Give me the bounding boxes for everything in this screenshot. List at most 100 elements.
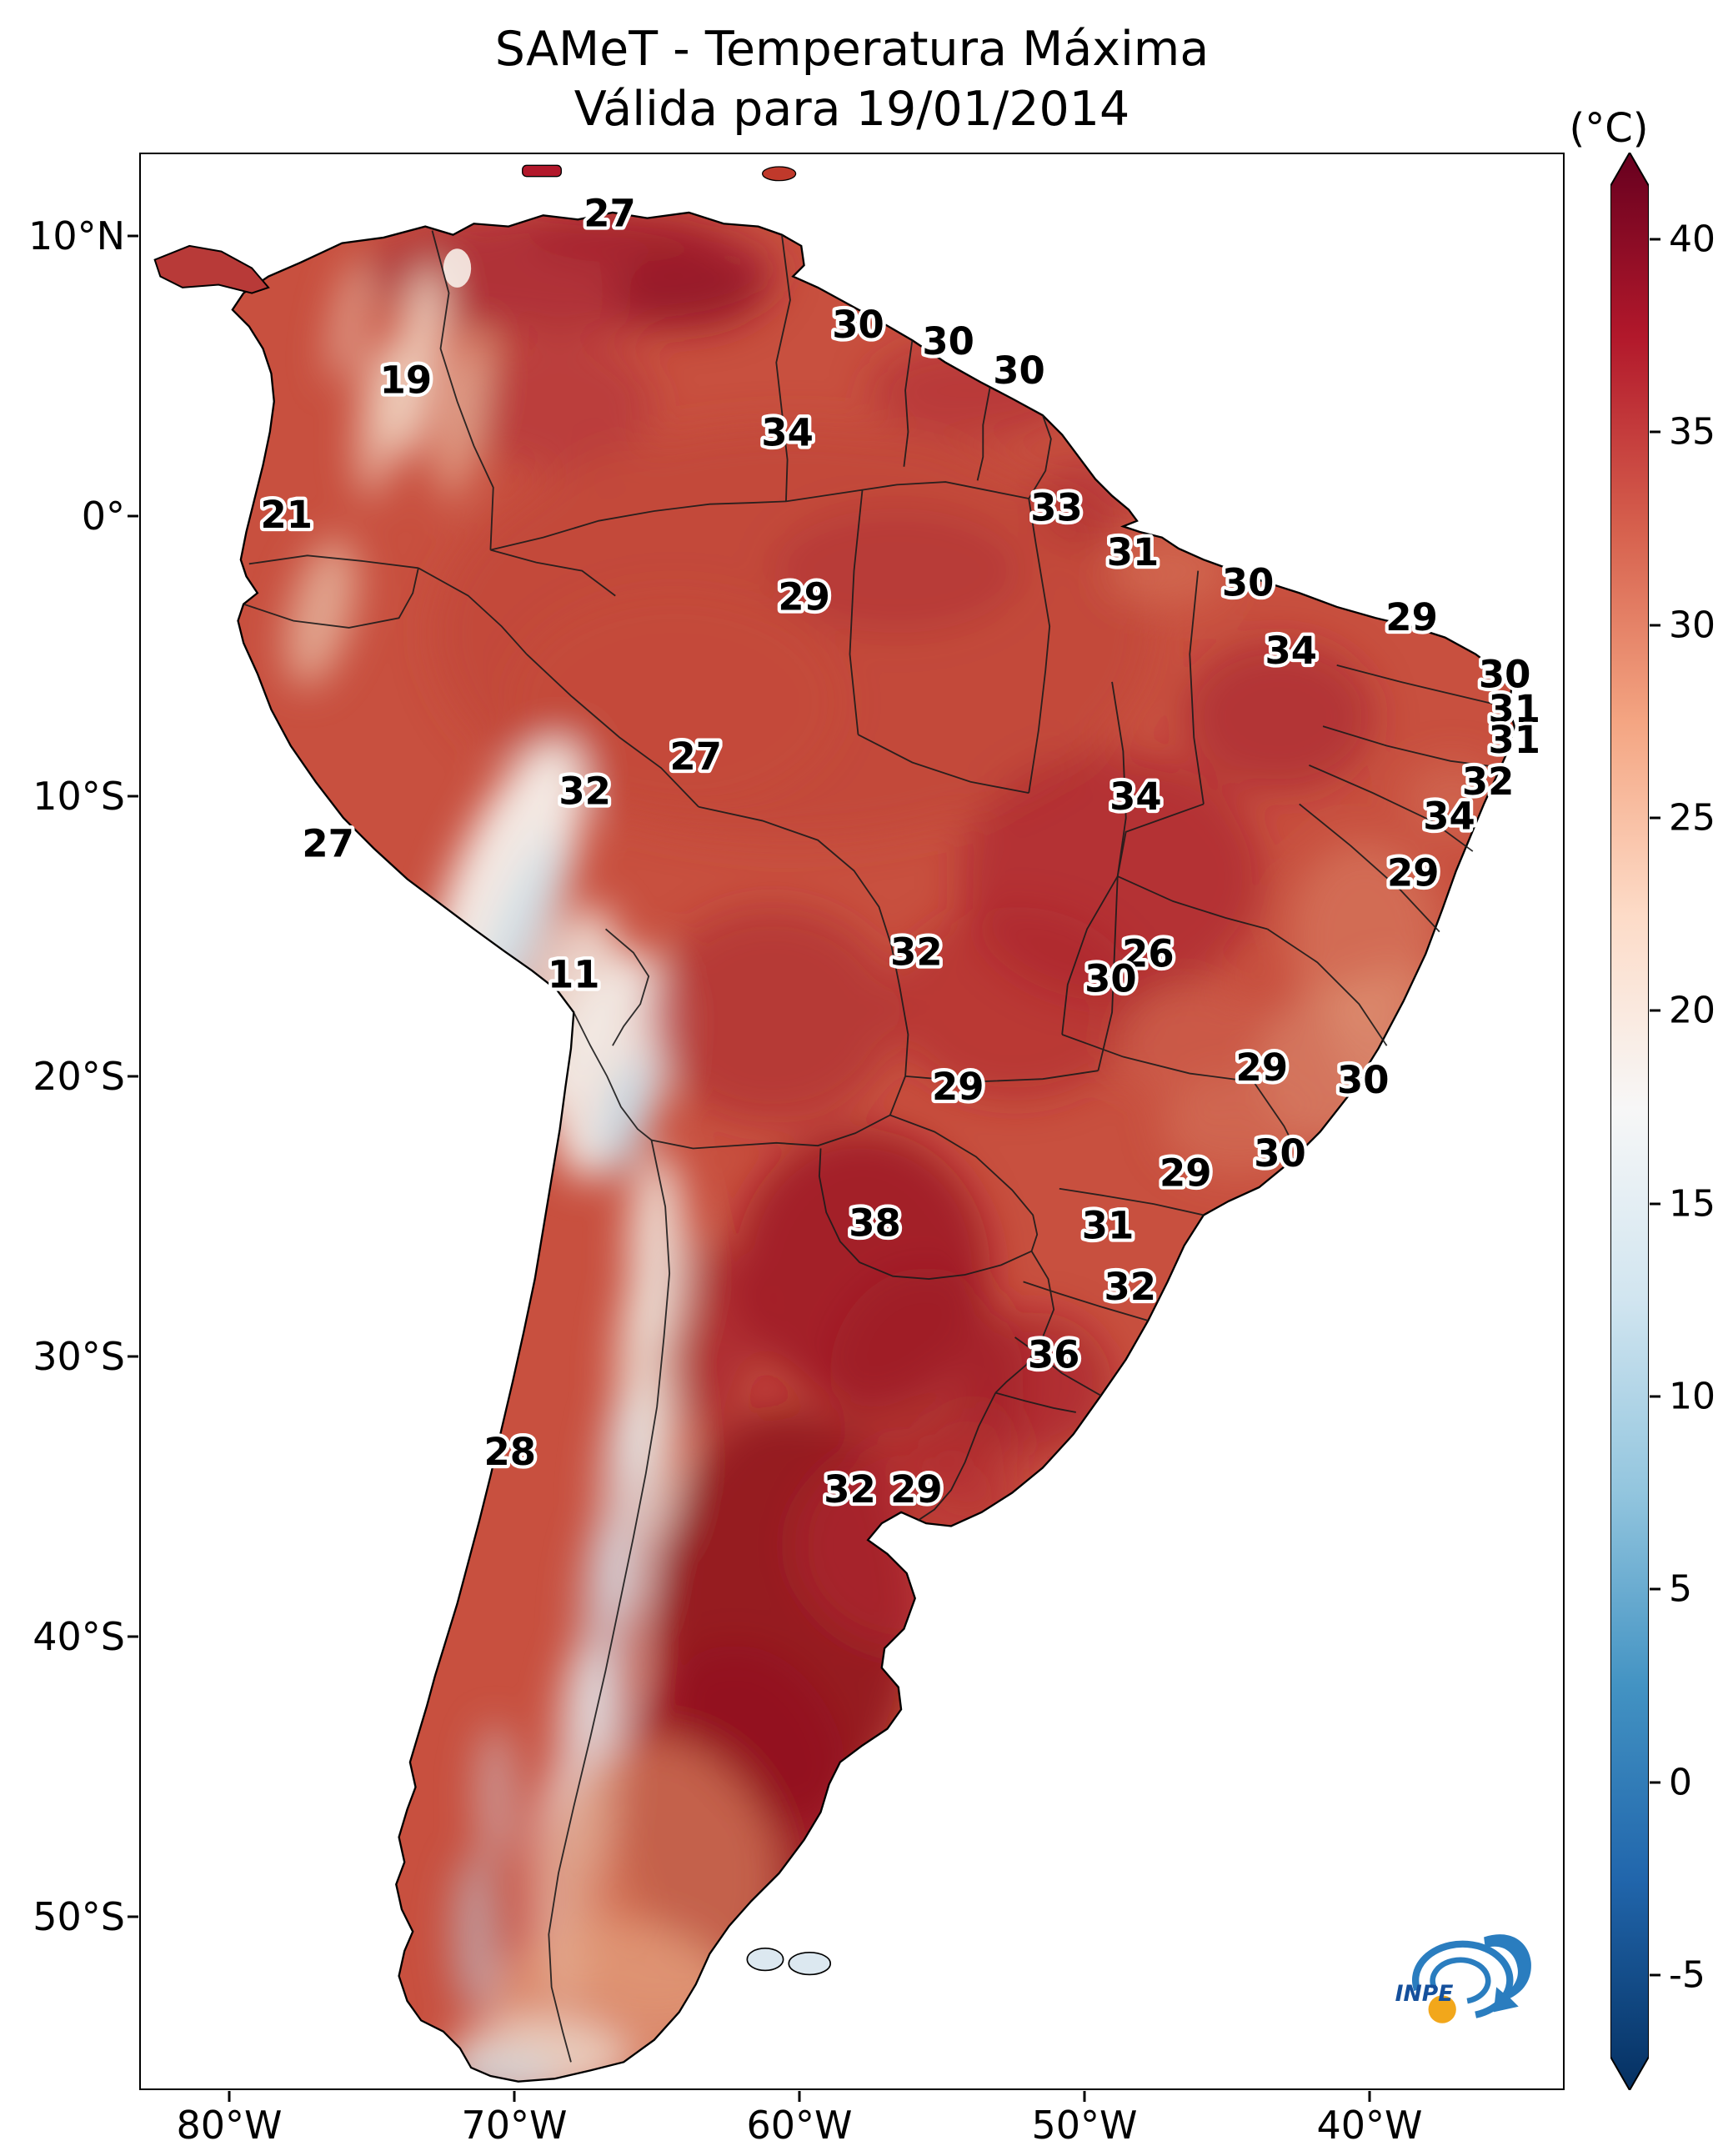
colorbar-tickmark xyxy=(1650,624,1660,627)
x-axis-tick-label: 60°W xyxy=(746,2103,853,2148)
y-axis-tickmark xyxy=(128,514,138,518)
station-temp-label: 11 xyxy=(548,952,600,996)
colorbar-tick-label: -5 xyxy=(1669,1953,1705,1997)
station-temp-label: 32 xyxy=(558,769,611,813)
colorbar xyxy=(1610,153,1649,2090)
colorbar-tick-label: 25 xyxy=(1669,796,1715,840)
station-temp-label: 36 xyxy=(1028,1333,1080,1377)
colorbar-tickmark xyxy=(1650,1973,1660,1977)
station-temp-label: 27 xyxy=(669,735,722,779)
colorbar-tickmark xyxy=(1650,430,1660,434)
x-axis-tick-label: 80°W xyxy=(176,2103,283,2148)
station-temp-label: 32 xyxy=(1104,1265,1156,1309)
x-axis-tickmark xyxy=(513,2091,516,2102)
x-axis-tick-label: 50°W xyxy=(1031,2103,1138,2148)
colorbar-tick-label: 20 xyxy=(1669,989,1715,1032)
station-temp-label: 31 xyxy=(1107,530,1160,574)
y-axis-tick-label: 40°S xyxy=(33,1614,125,1659)
trinidad-island xyxy=(761,166,797,182)
station-temp-label: 31 xyxy=(1488,718,1540,762)
colorbar-tick-label: 15 xyxy=(1669,1182,1715,1226)
political-borders xyxy=(243,230,1506,2063)
station-temp-label: 29 xyxy=(1387,851,1440,895)
station-temp-label: 31 xyxy=(1082,1204,1134,1248)
temperature-field xyxy=(285,212,1501,2082)
map-title-line2: Válida para 19/01/2014 xyxy=(573,82,1130,137)
station-temp-label: 29 xyxy=(932,1065,984,1109)
station-temp-label: 28 xyxy=(483,1430,536,1474)
colorbar-tick-label: 0 xyxy=(1669,1761,1692,1804)
station-temp-label: 34 xyxy=(1423,794,1475,838)
y-axis-tick-label: 10°N xyxy=(28,213,125,258)
x-axis-tickmark xyxy=(798,2091,801,2102)
inpe-swirl-inner xyxy=(1430,1957,1491,2004)
inpe-orange-dot xyxy=(1428,1995,1456,2023)
lake-maracaibo xyxy=(443,248,472,288)
x-axis-tickmark xyxy=(1083,2091,1086,2102)
station-temp-label: 34 xyxy=(1109,775,1162,819)
station-temp-label: 29 xyxy=(1385,595,1438,639)
station-temp-label: 32 xyxy=(1462,760,1515,804)
station-temp-label: 29 xyxy=(1236,1045,1289,1090)
y-axis-tickmark xyxy=(128,1075,138,1078)
y-axis-tickmark xyxy=(128,1915,138,1918)
colorbar-tickmark xyxy=(1650,816,1660,820)
x-axis-tickmark xyxy=(1368,2091,1371,2102)
y-axis-tick-label: 10°S xyxy=(33,774,125,819)
falkland-east-island xyxy=(788,1951,832,1976)
inpe-logo-text: INPE xyxy=(1395,1981,1454,2007)
station-temp-label: 30 xyxy=(1337,1058,1390,1102)
colorbar-tick-label: 10 xyxy=(1669,1375,1715,1418)
colorbar-tickmark xyxy=(1650,1009,1660,1012)
map-axes-frame: INPE 27 30 30 30 19 34 21 33 31 30 29 29 34 30 31 31 27 3… xyxy=(139,153,1565,2090)
station-temp-label: 27 xyxy=(584,192,636,236)
station-temp-label: 30 xyxy=(993,348,1045,393)
station-temp-label: 29 xyxy=(778,574,830,619)
inpe-arrow xyxy=(1484,1934,1531,2013)
station-temp-label: 29 xyxy=(890,1467,943,1512)
station-temp-label: 31 xyxy=(1488,687,1540,731)
colorbar-tickmark xyxy=(1650,1781,1660,1784)
colorbar-tick-label: 35 xyxy=(1669,410,1715,454)
station-temp-label: 30 xyxy=(1084,956,1137,1000)
station-temp-label: 26 xyxy=(1122,931,1175,975)
y-axis-tickmark xyxy=(128,795,138,798)
y-axis-tick-label: 20°S xyxy=(33,1054,125,1099)
station-temp-label: 30 xyxy=(832,303,884,347)
station-temp-label: 19 xyxy=(380,358,433,402)
colorbar-tickmark xyxy=(1650,1395,1660,1398)
colorbar-tickmark xyxy=(1650,1587,1660,1591)
station-temp-label: 29 xyxy=(1160,1151,1212,1195)
central-america-strip xyxy=(153,244,270,294)
map-title-line1: SAMeT - Temperatura Máxima xyxy=(494,22,1210,77)
x-axis-tick-label: 40°W xyxy=(1316,2103,1423,2148)
colorbar-tick-label: 40 xyxy=(1669,218,1715,261)
colorbar-tick-label: 5 xyxy=(1669,1567,1692,1611)
station-temp-label: 27 xyxy=(302,822,354,866)
y-axis-tick-label: 0° xyxy=(81,494,125,539)
y-axis-tickmark xyxy=(128,1355,138,1358)
y-axis-tick-label: 50°S xyxy=(33,1894,125,1939)
station-temp-label: 30 xyxy=(1479,653,1531,697)
y-axis-tickmark xyxy=(128,234,138,238)
station-temp-label: 21 xyxy=(260,493,313,537)
y-axis-tick-label: 30°S xyxy=(33,1334,125,1379)
colorbar-gradient-bar xyxy=(1610,153,1649,2090)
caribbean-islet xyxy=(522,164,562,178)
station-temp-label: 30 xyxy=(1222,561,1275,605)
colorbar-tickmark xyxy=(1650,1202,1660,1206)
station-temp-label: 34 xyxy=(1265,629,1318,673)
colorbar-tickmark xyxy=(1650,238,1660,241)
station-temp-label: 33 xyxy=(1030,486,1083,530)
inpe-logo: INPE xyxy=(1395,1934,1531,2023)
station-temp-label: 30 xyxy=(922,319,974,364)
colorbar-unit-label: (°C) xyxy=(1569,105,1649,152)
x-axis-tickmark xyxy=(228,2091,231,2102)
station-temp-label: 32 xyxy=(824,1467,876,1512)
falkland-west-island xyxy=(746,1947,784,1972)
station-temp-label: 38 xyxy=(849,1201,901,1245)
colorbar-tick-label: 30 xyxy=(1669,604,1715,647)
